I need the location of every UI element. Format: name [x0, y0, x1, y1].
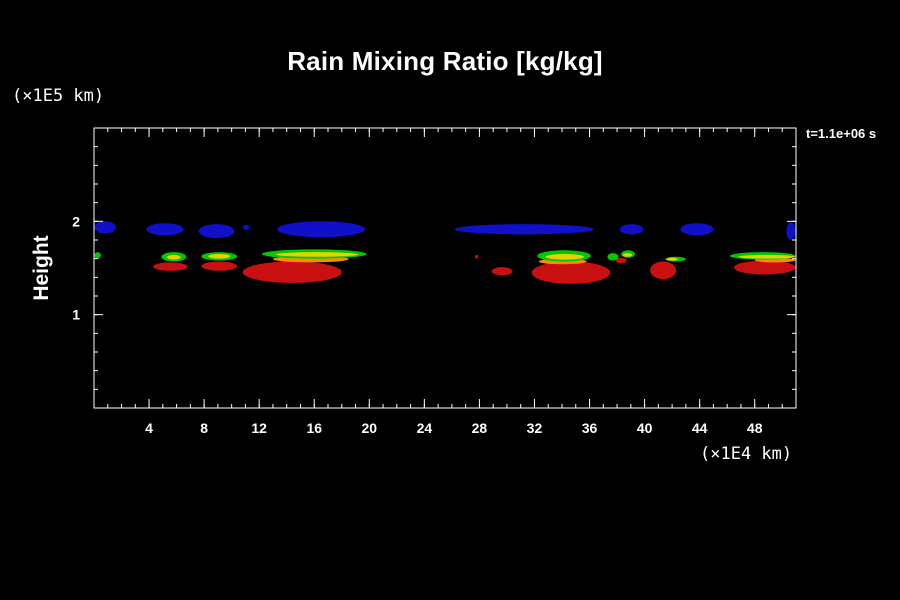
x-tick-label: 44 [692, 420, 708, 436]
data-region-level3 [275, 252, 359, 257]
x-tick-label: 40 [637, 420, 653, 436]
data-region-level1 [619, 224, 644, 235]
data-region-level1 [786, 222, 796, 240]
data-region-level1 [198, 224, 235, 239]
data-region-level1 [277, 221, 366, 238]
data-region-level2 [94, 252, 101, 259]
data-region-level1 [94, 221, 117, 234]
x-tick-label: 32 [527, 420, 543, 436]
data-region-level5 [242, 261, 342, 283]
x-tick-label: 28 [472, 420, 488, 436]
x-tick-label: 48 [747, 420, 763, 436]
data-region-level5 [650, 261, 677, 280]
chart-title: Rain Mixing Ratio [kg/kg] [287, 46, 603, 76]
x-tick-label: 24 [417, 420, 433, 436]
data-region-level3 [208, 254, 231, 259]
data-region-level5 [475, 254, 479, 259]
data-region-level2 [607, 253, 619, 261]
data-region-level1 [680, 223, 714, 236]
data-region-level1 [454, 224, 594, 235]
x-axis-unit-label: (×1E4 km) [700, 444, 793, 464]
data-region-level3 [622, 253, 633, 257]
data-region-level5 [531, 261, 611, 284]
data-region-level1 [242, 225, 250, 230]
x-tick-label: 12 [251, 420, 267, 436]
data-region-level3 [738, 254, 796, 259]
plot-frame [93, 127, 797, 409]
x-tick-label: 20 [362, 420, 378, 436]
data-region-level3 [545, 253, 585, 260]
y-axis-unit-label: (×1E5 km) [12, 86, 105, 106]
data-region-level5 [201, 261, 238, 271]
x-tick-label: 4 [145, 420, 153, 436]
x-tick-label: 16 [306, 420, 322, 436]
data-region-level5 [615, 257, 627, 264]
y-tick-label: 1 [72, 307, 80, 323]
x-tick-label: 36 [582, 420, 598, 436]
x-tick-label: 8 [200, 420, 208, 436]
time-label: t=1.1e+06 s [806, 126, 877, 141]
data-region-level3 [666, 257, 678, 261]
data-region-level5 [153, 262, 188, 271]
data-region-level5 [491, 267, 513, 276]
data-region-level5 [734, 260, 796, 275]
y-tick-label: 2 [72, 213, 80, 229]
data-region-level1 [146, 223, 184, 236]
data-region-level3 [166, 254, 181, 260]
